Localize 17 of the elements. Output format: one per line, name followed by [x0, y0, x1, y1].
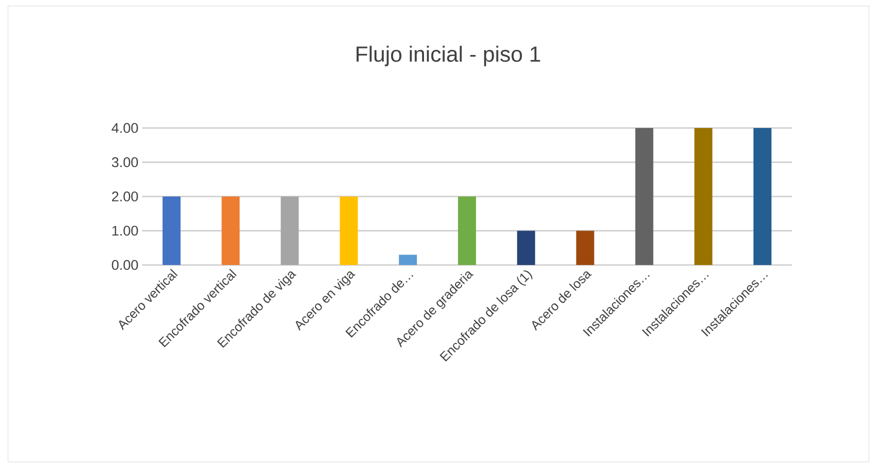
bar [576, 230, 594, 265]
bar [162, 196, 181, 265]
y-tick-label: 3.00 [112, 157, 138, 168]
bar [694, 128, 712, 265]
chart-title: Flujo inicial - piso 1 [356, 46, 540, 66]
bar [635, 128, 654, 265]
bar [398, 254, 417, 265]
bar [753, 128, 772, 265]
y-tick-label: 4.00 [112, 123, 138, 133]
bar [517, 230, 536, 265]
y-tick-label: 2.00 [112, 192, 138, 202]
y-tick-label: 1.00 [112, 226, 138, 236]
y-tick-label: 0.00 [112, 260, 138, 270]
bar [222, 196, 240, 265]
bar [340, 196, 358, 265]
bar [458, 196, 476, 265]
bar [280, 196, 299, 265]
